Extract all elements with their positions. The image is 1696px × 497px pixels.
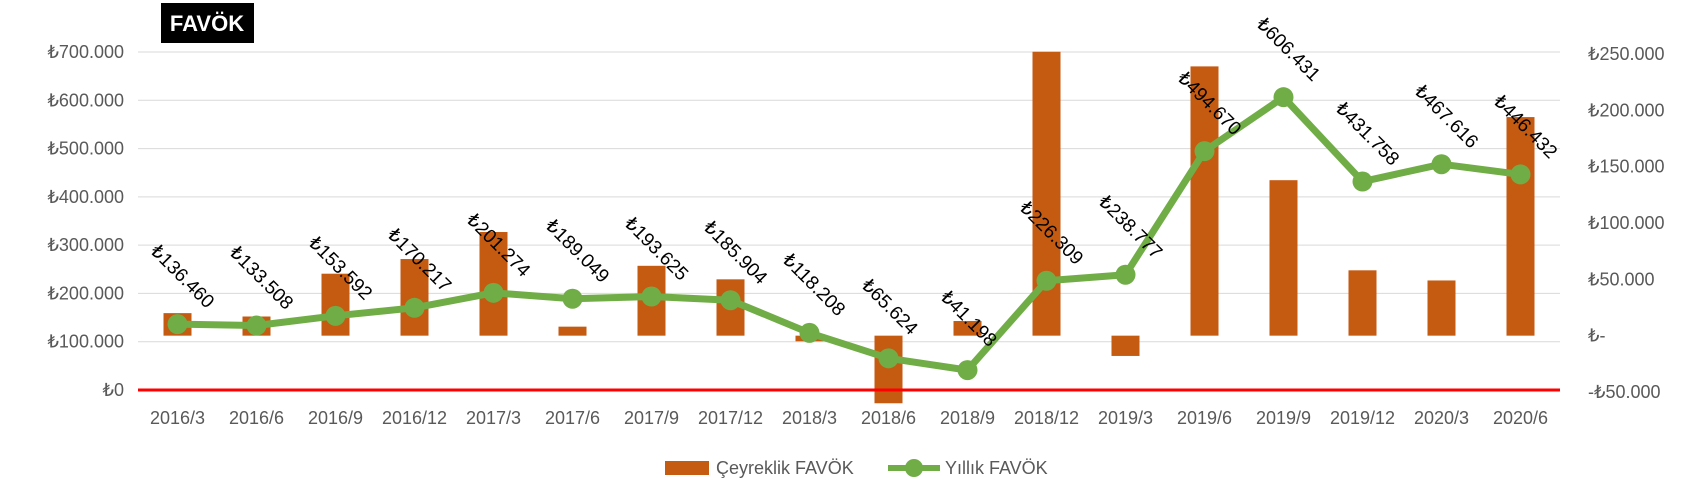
line-point	[1036, 270, 1057, 291]
line-point	[720, 290, 741, 311]
x-axis-tick-label: 2019/12	[1330, 408, 1395, 428]
bar	[953, 321, 982, 336]
line-point	[1115, 264, 1136, 285]
data-label: ₺185.904	[699, 217, 771, 289]
line-point	[957, 360, 978, 381]
gridlines	[138, 51, 1560, 343]
line-point	[483, 282, 504, 303]
line-point	[1510, 164, 1531, 185]
line-point	[878, 348, 899, 369]
right-axis-tick-label: ₺250.000	[1588, 44, 1665, 64]
bar	[1427, 280, 1456, 336]
data-label: ₺136.460	[146, 241, 218, 313]
x-axis-tick-label: 2018/12	[1014, 408, 1079, 428]
x-axis-tick-label: 2020/3	[1414, 408, 1469, 428]
data-label: ₺606.431	[1252, 14, 1324, 86]
data-label: ₺189.049	[541, 215, 613, 287]
line-point	[1352, 171, 1373, 192]
left-axis-tick-label: ₺100.000	[47, 332, 124, 352]
bar	[558, 326, 587, 336]
x-axis-tick-label: 2016/3	[150, 408, 205, 428]
chart-title: FAVÖK	[161, 3, 254, 43]
legend-swatch-marker	[905, 459, 923, 477]
left-axis-tick-label: ₺500.000	[47, 139, 124, 159]
legend-label: Yıllık FAVÖK	[945, 458, 1048, 478]
right-axis-tick-label: ₺100.000	[1588, 213, 1665, 233]
data-label: ₺467.616	[1410, 81, 1482, 153]
line-point	[404, 297, 425, 318]
x-axis: 2016/3 2016/6 2016/9 2016/12 2017/3 2017/6 201…	[150, 408, 1548, 428]
x-axis-tick-label: 2016/12	[382, 408, 447, 428]
line-point	[1273, 87, 1294, 108]
line-point	[1431, 154, 1452, 175]
right-axis-tick-label: ₺-	[1588, 326, 1605, 346]
legend: Çeyreklik FAVÖK Yıllık FAVÖK	[665, 458, 1048, 478]
line-series	[167, 87, 1531, 381]
x-axis-tick-label: 2018/6	[861, 408, 916, 428]
line-point	[641, 286, 662, 307]
x-axis-tick-label: 2020/6	[1493, 408, 1548, 428]
bar	[400, 259, 429, 336]
legend-swatch-bar	[665, 461, 709, 475]
data-label: ₺133.508	[225, 242, 297, 314]
right-axis-tick-label: ₺200.000	[1588, 100, 1665, 120]
data-label: ₺118.208	[778, 250, 849, 321]
x-axis-tick-label: 2018/3	[782, 408, 837, 428]
right-axis-tick-label: ₺150.000	[1588, 157, 1665, 177]
x-axis-tick-label: 2018/9	[940, 408, 995, 428]
left-axis-tick-label: ₺700.000	[47, 42, 124, 62]
left-axis-tick-label: ₺400.000	[47, 187, 124, 207]
line-point	[246, 315, 267, 336]
bar	[874, 335, 903, 404]
x-axis-tick-label: 2017/3	[466, 408, 521, 428]
x-axis-tick-label: 2017/12	[698, 408, 763, 428]
bar	[1190, 66, 1219, 336]
x-axis-tick-label: 2019/6	[1177, 408, 1232, 428]
line-point	[325, 305, 346, 326]
x-axis-tick-label: 2017/9	[624, 408, 679, 428]
bar	[1506, 117, 1535, 336]
bar-series	[163, 51, 1535, 404]
chart-title-text: FAVÖK	[170, 11, 244, 36]
bar	[1269, 180, 1298, 336]
x-axis-tick-label: 2017/6	[545, 408, 600, 428]
series-line	[177, 93, 1521, 374]
x-axis-tick-label: 2019/9	[1256, 408, 1311, 428]
line-point	[799, 322, 820, 343]
line-point	[167, 314, 188, 335]
left-axis-tick-label: ₺0	[103, 380, 124, 400]
x-axis-tick-label: 2016/9	[308, 408, 363, 428]
left-axis-tick-label: ₺300.000	[47, 235, 124, 255]
left-axis: ₺0 ₺100.000 ₺200.000 ₺300.000 ₺400.000 ₺500.0…	[47, 42, 124, 400]
left-axis-tick-label: ₺200.000	[47, 283, 124, 303]
left-axis-tick-label: ₺600.000	[47, 90, 124, 110]
x-axis-tick-label: 2019/3	[1098, 408, 1153, 428]
line-point	[1194, 141, 1215, 162]
legend-label: Çeyreklik FAVÖK	[716, 458, 854, 478]
bar	[1348, 270, 1377, 336]
data-label: ₺65.624	[857, 275, 922, 340]
bar	[1111, 335, 1140, 356]
x-axis-tick-label: 2016/6	[229, 408, 284, 428]
line-point	[562, 288, 583, 309]
right-axis: -₺50.000 ₺- ₺50.000 ₺100.000 ₺150.000 ₺200.00…	[1588, 44, 1665, 402]
right-axis-tick-label: ₺50.000	[1588, 269, 1655, 289]
right-axis-tick-label: -₺50.000	[1588, 382, 1661, 402]
